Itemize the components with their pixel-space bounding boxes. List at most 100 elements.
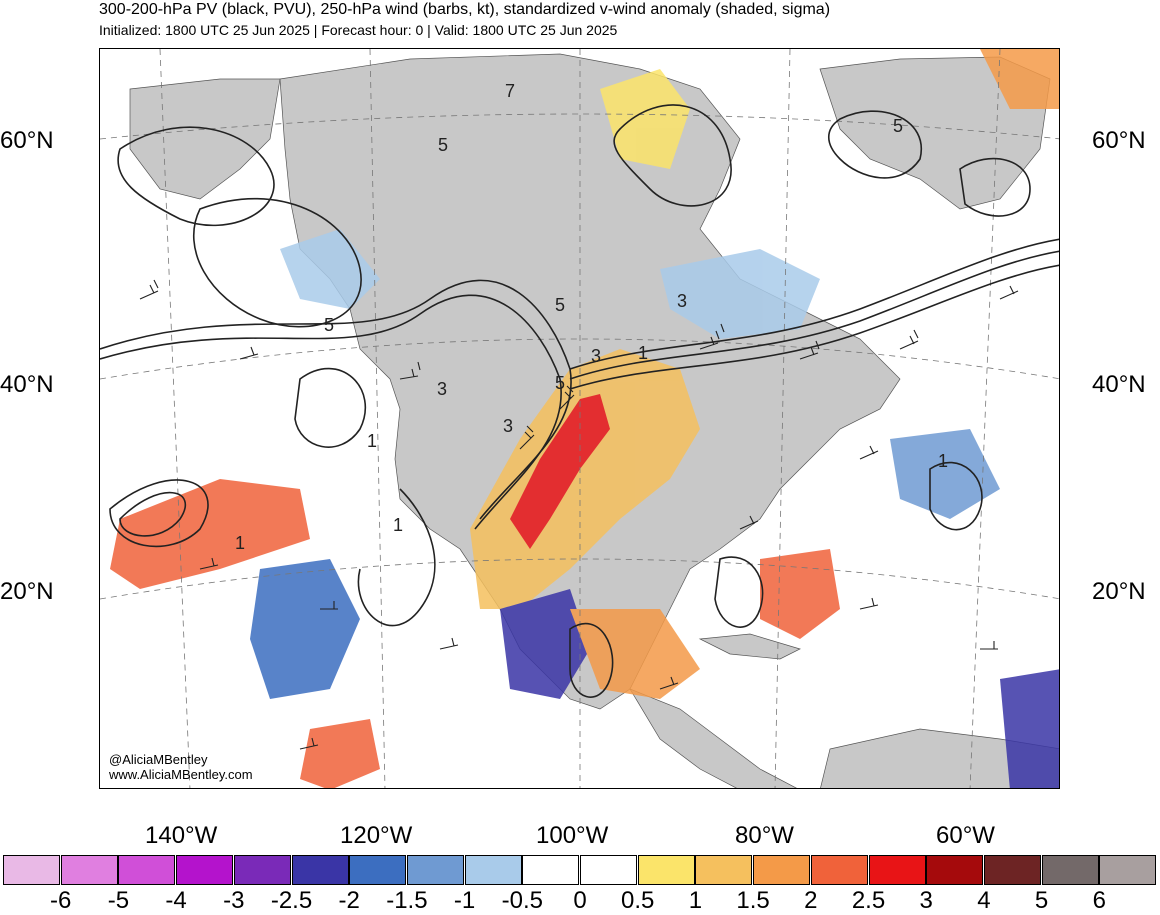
colorbar-label: 0 [573,887,587,914]
wind-barb [519,425,535,450]
contour-label: 1 [235,533,245,553]
contour-label: 5 [555,373,565,393]
contour-label: 5 [438,135,448,155]
latitude-label-left: 20°N [0,578,54,605]
contour-label: 3 [437,379,447,399]
title-block: 300-200-hPa PV (black, PVU), 250-hPa win… [99,0,830,40]
pv-contour [613,104,732,207]
pv-contour [357,488,436,627]
longitude-label: 60°W [936,822,995,849]
contour-label: 1 [367,431,377,451]
map-canvas: 5 7 5 5 3 3 1 3 5 3 1 1 1 1 5 [100,49,1059,788]
colorbar-label: 3 [919,887,933,914]
wind-barb [659,676,679,690]
colorbar-label: 4 [977,887,991,914]
colorbar-swatch [926,855,984,885]
positive-anomaly-core [510,394,610,549]
colorbar-label: -5 [107,887,130,914]
wind-barb [899,329,919,350]
colorbar-swatch [1041,855,1099,885]
colorbar-label: -4 [165,887,187,914]
latitude-label-right: 40°N [1092,371,1146,398]
latitude-label-right: 20°N [1092,578,1146,605]
positive-anomaly-wcentral [110,479,310,589]
longitude-label: 120°W [340,822,413,849]
negative-anomaly-greenland [660,249,820,339]
credit-block: @AliciaMBentley www.AliciaMBentley.com [109,752,253,782]
pv-contour [119,491,187,537]
contour-label: 3 [677,291,687,311]
colorbar-swatch [868,855,926,885]
colorbar-swatch [176,855,234,885]
wind-barb [980,641,998,650]
pv-contour [117,126,275,227]
pv-contour [714,556,764,628]
pv-contour [100,279,572,520]
wind-barb [239,346,259,360]
longitude-label: 80°W [735,822,794,849]
graticule [100,49,1059,788]
cuba-land [698,633,801,660]
wind-barb [320,601,338,610]
colorbar-swatch [233,855,291,885]
longitude-line [369,49,386,788]
positive-anomaly-epac [300,719,380,788]
longitude-label: 140°W [145,822,218,849]
longitude-line [969,49,1001,788]
wind-barb [739,515,759,530]
colorbar-swatch [60,855,118,885]
south-america-land [820,728,1059,788]
contour-label: 5 [893,116,903,136]
negative-anomaly-pacific [250,559,360,699]
colorbar-swatch [637,855,695,885]
contour-label: 5 [555,295,565,315]
pv-contour [109,479,209,548]
central-america-land [629,688,797,788]
contour-label: 3 [503,416,513,436]
colorbar-swatch [3,855,60,885]
anomaly-shading [110,49,1059,788]
pv-contour [827,110,923,179]
colorbar-label: -0.5 [501,887,543,914]
colorbar-label: 6 [1092,887,1106,914]
pv-contour [929,461,983,531]
pv-contour [294,367,366,448]
colorbar-swatch [522,855,580,885]
wind-barb [559,385,575,410]
colorbar-swatch [349,855,407,885]
colorbar-swatch [580,855,637,885]
pv-contour [100,294,562,530]
latitude-label-left: 60°N [0,127,54,154]
colorbar-swatch [983,855,1041,885]
wind-barb [199,557,219,570]
pv-contour [569,250,1059,380]
latitude-label-right: 60°N [1092,127,1146,154]
colorbar-label: 1.5 [736,887,770,914]
negative-anomaly-caribbean [1000,669,1059,788]
credit-handle: @AliciaMBentley [109,752,208,767]
colorbar-label: -2 [338,887,360,914]
colorbar-swatch [753,855,811,885]
contour-label: 3 [591,346,601,366]
credit-website: www.AliciaMBentley.com [109,767,253,782]
colorbar-swatch [118,855,176,885]
positive-anomaly-atlantic [760,549,840,639]
contour-label: 1 [393,515,403,535]
pv-contour [569,622,614,698]
pv-contours [100,104,1059,698]
wind-barb [139,279,159,300]
latitude-label-left: 40°N [0,371,54,398]
colorbar-swatch [1099,855,1157,885]
colorbar-swatch [406,855,464,885]
longitude-line [159,49,191,788]
wind-barb [859,597,879,610]
pv-contour [959,157,1031,217]
map-subtitle: Initialized: 1800 UTC 25 Jun 2025 | Fore… [99,22,618,38]
colorbar-swatch [464,855,522,885]
wind-barb [699,323,725,350]
colorbar-label: 0.5 [621,887,655,914]
negative-anomaly-nw [280,229,380,309]
colorbar-label: -1 [453,887,476,914]
colorbar-swatch [810,855,868,885]
colorbar-label: -6 [50,887,72,914]
